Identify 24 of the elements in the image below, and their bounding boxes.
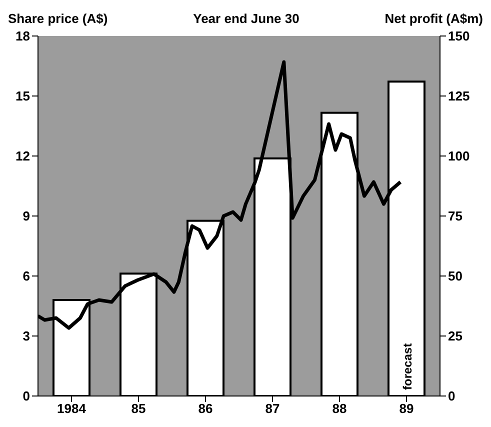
y-tick-label: 12 xyxy=(16,148,30,164)
x-tick-label: 86 xyxy=(198,401,213,416)
y-tick-label: 3 xyxy=(22,328,30,344)
y2-tick-label: 75 xyxy=(448,208,462,224)
x-tick-label: 1984 xyxy=(57,401,87,416)
y2-tick-label: 50 xyxy=(448,268,462,284)
x-tick-label: 88 xyxy=(332,401,347,416)
y-tick-label: 9 xyxy=(22,208,30,224)
y2-tick-label: 0 xyxy=(448,388,456,404)
annotation: forecast xyxy=(400,343,414,390)
y-tick-label: 18 xyxy=(16,28,30,44)
x-tick-label: 87 xyxy=(265,401,280,416)
x-tick-label: 85 xyxy=(131,401,146,416)
y2-tick-label: 100 xyxy=(448,148,470,164)
x-tick-label: 89 xyxy=(399,401,414,416)
y-axis-title: Share price (A$) xyxy=(8,10,108,26)
y-tick-label: 6 xyxy=(22,268,30,284)
y2-tick-label: 125 xyxy=(448,88,470,104)
chart-title: Year end June 30 xyxy=(193,10,300,26)
y2-tick-label: 150 xyxy=(448,28,470,44)
y2-axis-title: Net profit (A$m) xyxy=(384,10,483,26)
y2-tick-label: 25 xyxy=(448,328,462,344)
y-tick-label: 15 xyxy=(16,88,30,104)
y-tick-label: 0 xyxy=(22,388,30,404)
